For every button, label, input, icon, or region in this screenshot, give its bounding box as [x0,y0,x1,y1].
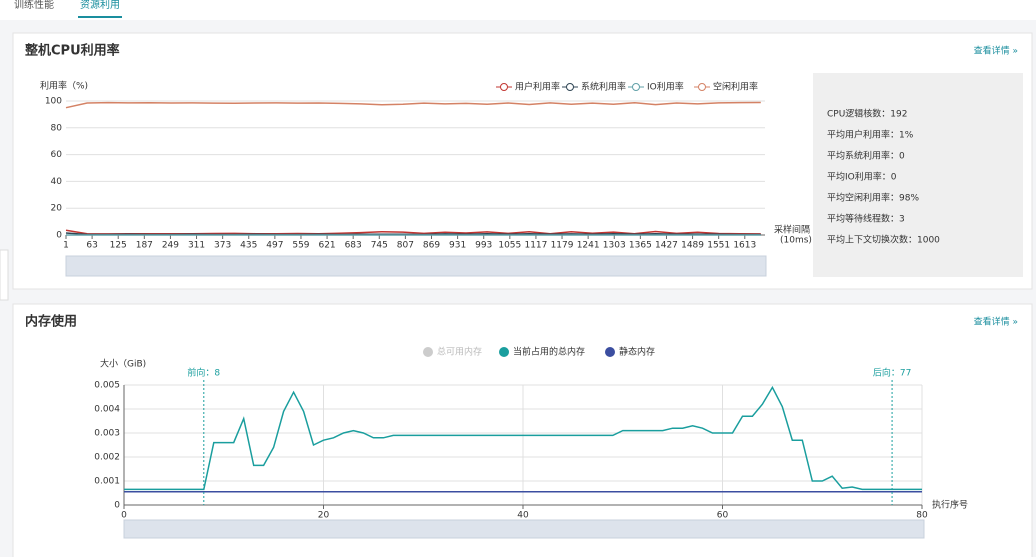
x-tick-label: 559 [292,241,309,251]
x-tick-label: 683 [345,241,362,251]
stat-line: 平均空闲利用率：98% [827,192,919,204]
x-tick-label: 745 [371,241,388,251]
y-tick-label: 40 [51,177,63,187]
x-tick-label: 807 [397,241,414,251]
x-tick-label: 373 [214,241,231,251]
stat-line: 平均系统利用率：0 [827,150,905,162]
x-axis-label: 采样间隔 [774,224,810,236]
legend-swatch [500,83,508,91]
legend-swatch [698,83,706,91]
legend-label: 空闲利用率 [713,81,758,93]
x-tick-label: 125 [110,241,127,251]
x-tick-label: 63 [86,241,97,251]
side-handle[interactable] [0,249,9,301]
x-tick-label: 187 [136,241,153,251]
stat-line: 平均IO利用率：0 [827,171,897,183]
marker-label: 前向：8 [187,367,220,379]
x-tick-label: 1 [63,241,69,251]
x-tick-label: 20 [318,511,330,521]
zoom-slider[interactable] [65,255,767,277]
tab-active[interactable]: 资源利用 [80,0,120,11]
y-tick-label: 100 [45,97,62,107]
y-tick-label: 0 [56,231,62,241]
legend-swatch [423,347,433,357]
x-tick-label: 1303 [603,241,626,251]
y-tick-label: 0.005 [94,381,120,391]
x-tick-label: 1365 [629,241,652,251]
panel-title: 内存使用 [25,314,77,330]
tab-bar [0,0,1036,20]
x-tick-label: 435 [240,241,257,251]
legend-label: 用户利用率 [515,81,560,93]
stat-line: 平均上下文切换次数：1000 [827,234,940,246]
y-tick-label: 0 [114,501,120,511]
x-tick-label: 1489 [681,241,704,251]
y-tick-label: 0.004 [94,405,120,415]
legend-swatch [632,83,640,91]
legend-swatch [499,347,509,357]
x-tick-label: 993 [475,241,492,251]
y-tick-label: 0.003 [94,429,120,439]
legend-label: 当前占用的总内存 [513,346,585,358]
y-tick-label: 80 [51,123,63,133]
x-tick-label: 621 [318,241,335,251]
x-tick-label: 1427 [655,241,678,251]
series-line [124,385,922,491]
x-tick-label: 931 [449,241,466,251]
x-tick-label: 1613 [733,241,756,251]
legend-label: 静态内存 [619,346,655,358]
detail-link[interactable]: 查看详情 » [974,316,1018,328]
x-tick-label: 1241 [577,241,600,251]
marker-label: 后向：77 [873,367,911,379]
x-tick-label: 311 [188,241,205,251]
y-tick-label: 20 [51,204,63,214]
y-axis-label: 利用率（%) [40,80,88,92]
stat-line: CPU逻辑核数：192 [827,108,907,120]
x-axis-label: (10ms) [780,236,812,246]
x-tick-label: 1551 [707,241,730,251]
x-tick-label: 80 [916,511,928,521]
tab[interactable]: 训练性能 [14,0,54,11]
x-tick-label: 1055 [498,241,521,251]
x-tick-label: 40 [517,511,529,521]
y-tick-label: 0.001 [94,477,120,487]
x-tick-label: 60 [717,511,729,521]
y-tick-label: 60 [51,150,63,160]
x-tick-label: 497 [266,241,283,251]
series-line [65,101,761,109]
x-tick-label: 1179 [551,241,574,251]
legend-swatch [566,83,574,91]
x-tick-label: 1117 [524,241,547,251]
x-tick-label: 869 [423,241,440,251]
y-tick-label: 0.002 [94,453,120,463]
y-axis-label: 大小（GiB) [100,358,146,370]
legend-swatch [605,347,615,357]
stat-line: 平均用户利用率：1% [827,129,914,141]
zoom-slider[interactable] [123,519,925,539]
x-axis-label: 执行序号 [932,499,968,511]
stat-line: 平均等待线程数：3 [827,213,905,225]
legend-label: 系统利用率 [581,81,626,93]
x-tick-label: 249 [162,241,179,251]
panel-title: 整机CPU利用率 [24,43,120,59]
legend-label: 总可用内存 [437,346,482,358]
x-tick-label: 0 [121,511,127,521]
tab-underline [78,16,122,18]
stats-box [813,73,1023,277]
detail-link[interactable]: 查看详情 » [974,45,1018,57]
legend-label: IO利用率 [647,81,684,93]
